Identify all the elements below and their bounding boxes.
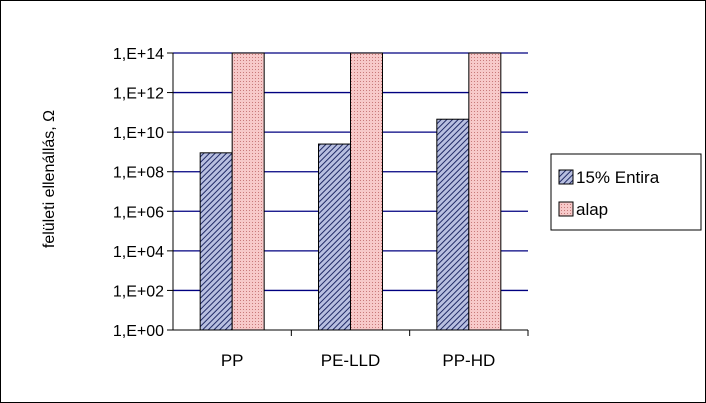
bar-series-2 xyxy=(231,52,265,331)
legend-swatch xyxy=(558,201,574,217)
bar-series-1 xyxy=(436,118,470,331)
y-tick-label: 1,E+14 xyxy=(113,46,164,63)
y-tick-label: 1,E+00 xyxy=(113,323,164,340)
axes: 1,E+00 1,E+02 1,E+04 1,E+06 1,E+08 1,E+10 1,E+… xyxy=(113,46,529,370)
y-tick-label: 1,E+04 xyxy=(113,244,164,261)
legend: 15% Entira alap xyxy=(550,153,702,231)
legend-swatch xyxy=(558,169,574,185)
y-tick-label: 1,E+12 xyxy=(113,86,164,103)
legend-label: alap xyxy=(576,200,608,219)
bar-series-1 xyxy=(199,152,233,331)
legend-box xyxy=(550,153,702,231)
x-tick-label: PE-LLD xyxy=(321,351,381,370)
y-axis-label: felületi ellenállás, Ω xyxy=(41,110,58,248)
x-tick-label: PP xyxy=(221,351,244,370)
legend-label: 15% Entira xyxy=(576,168,660,187)
y-tick-label: 1,E+06 xyxy=(113,204,164,221)
y-tick-label: 1,E+02 xyxy=(113,283,164,300)
bar-series-1 xyxy=(318,143,351,331)
bar-series-2 xyxy=(350,52,383,331)
y-tick-label: 1,E+08 xyxy=(113,165,164,182)
x-tick-label: PP-HD xyxy=(442,351,495,370)
bars xyxy=(199,52,502,331)
bar-series-2 xyxy=(468,52,502,331)
y-tick-label: 1,E+10 xyxy=(113,125,164,142)
